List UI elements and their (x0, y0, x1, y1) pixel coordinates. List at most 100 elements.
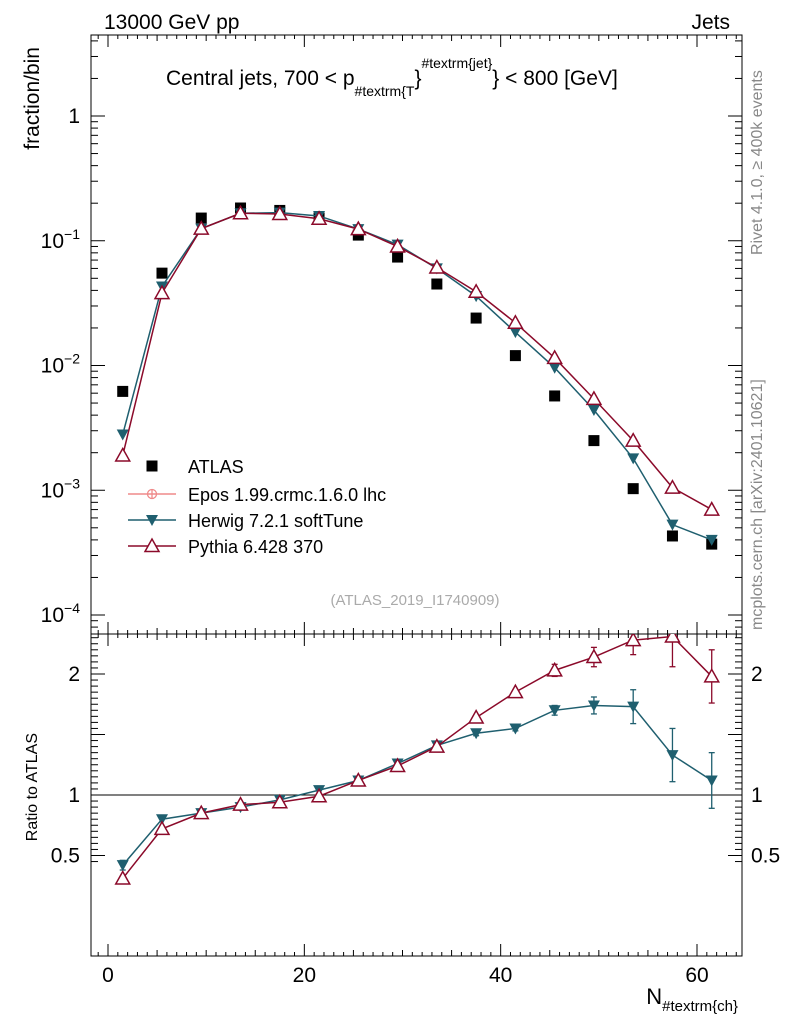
pythia-point (153, 284, 171, 300)
legend-herwig-marker (146, 515, 158, 526)
atlas-point (156, 267, 168, 279)
pythia-point (350, 220, 367, 236)
herwig-ratio-point (587, 700, 600, 712)
pythia-point (507, 314, 524, 330)
pythia-ratio-point (546, 661, 563, 677)
pythia-point (546, 349, 563, 365)
herwig-ratio-point (548, 705, 561, 717)
y-tick-label: 1 (68, 105, 80, 128)
pythia-point (271, 205, 289, 221)
analysis-watermark: (ATLAS_2019_I1740909) (330, 592, 499, 609)
header-energy-label: 13000 GeV pp (104, 11, 239, 34)
ratio-y-tick-label: 2 (68, 663, 80, 686)
mcplots-reference-label: mcplots.cern.ch [arXiv:2401.10621] (749, 379, 766, 630)
legend-pythia-label: Pythia 6.428 370 (188, 537, 323, 557)
y-tick-label: 10−1 (41, 226, 81, 253)
pythia-ratio-point (192, 804, 210, 820)
pythia-ratio-point (703, 667, 721, 683)
ratio-y-tick-label: 0.5 (51, 845, 80, 868)
atlas-point (195, 212, 207, 224)
x-tick-label: 20 (293, 964, 316, 987)
x-tick-label: 60 (685, 964, 708, 987)
pythia-ratio-point (232, 796, 249, 811)
ratio-y-tick-label-right: 2 (751, 663, 763, 686)
atlas-point (117, 385, 129, 397)
herwig-ratio-line (122, 704, 713, 866)
pythia-point (310, 210, 328, 226)
pythia-point (389, 237, 406, 253)
atlas-point (431, 278, 443, 290)
data-series (114, 202, 721, 885)
pythia-ratio-point (310, 787, 328, 803)
pythia-ratio-point (389, 757, 406, 773)
y-tick-label: 10−4 (41, 600, 81, 627)
pythia-point (664, 479, 681, 494)
herwig-point (509, 327, 522, 339)
atlas-point (470, 312, 482, 324)
atlas-point (588, 435, 600, 447)
rivet-version-label: Rivet 4.1.0, ≥ 400k events (749, 70, 766, 255)
pythia-point (624, 432, 642, 447)
pythia-point (428, 258, 446, 274)
herwig-point (548, 362, 561, 374)
pythia-ratio-line (122, 635, 713, 879)
pythia-ratio-point (664, 634, 681, 643)
atlas-point (509, 350, 521, 362)
axis-ticks (91, 35, 742, 956)
x-tick-label: 40 (489, 964, 512, 987)
atlas-point (666, 530, 678, 542)
ratio-y-tick-label-right: 1 (751, 784, 763, 807)
herwig-ratio-point (155, 814, 168, 826)
herwig-point (627, 453, 640, 465)
header-process-label: Jets (691, 11, 730, 34)
pythia-point (467, 283, 485, 299)
atlas-point (549, 390, 561, 402)
legend: ATLAS Epos 1.99.crmc.1.6.0 lhc Herwig 7.2.… (128, 457, 386, 557)
pythia-ratio-point (153, 820, 171, 836)
x-axis-title: N#textrm{ch} (646, 984, 738, 1015)
pythia-ratio-point (467, 709, 485, 724)
legend-herwig-label: Herwig 7.2.1 softTune (188, 511, 363, 531)
y-tick-label: 10−2 (41, 351, 81, 378)
legend-atlas-marker (146, 460, 158, 472)
pythia-line (121, 212, 713, 511)
herwig-point (587, 404, 600, 416)
pythia-ratio-point (271, 793, 289, 809)
pythia-point (585, 390, 603, 406)
legend-atlas-label: ATLAS (188, 457, 244, 477)
herwig-ratio-point (509, 723, 522, 735)
atlas-point (392, 251, 404, 263)
herwig-ratio-point (116, 860, 129, 872)
pythia-point (232, 204, 249, 220)
herwig-ratio-point (470, 728, 483, 740)
pythia-ratio-point (428, 738, 446, 753)
pythia-ratio-point (350, 771, 367, 787)
herwig-point (116, 429, 129, 441)
x-tick-label: 0 (102, 964, 114, 987)
ratio-panel-series (114, 634, 721, 885)
pythia-point (192, 220, 210, 235)
pythia-ratio-point (624, 634, 642, 647)
pythia-ratio-point (114, 869, 132, 885)
pythia-ratio-point (585, 648, 603, 664)
pythia-point (114, 446, 132, 462)
top-panel-series (114, 202, 721, 550)
ratio-y-tick-label-right: 0.5 (751, 845, 780, 868)
herwig-point (705, 534, 718, 546)
chart-title: Central jets, 700 < p#textrm{T}#textrm{j… (166, 55, 618, 99)
herwig-ratio-point (627, 701, 640, 713)
top-y-axis-title: fraction/bin (21, 47, 44, 150)
herwig-ratio-point (705, 775, 718, 787)
y-tick-label: 10−3 (41, 475, 81, 502)
ratio-y-tick-label: 1 (68, 784, 80, 807)
axis-tick-labels: 0 20 40 60 1 10−1 10−2 10−3 10−4 0.5 0.5 1 1 2 2 (41, 105, 781, 987)
pythia-ratio-point (507, 683, 524, 699)
legend-epos-label: Epos 1.99.crmc.1.6.0 lhc (188, 485, 386, 505)
atlas-point (627, 483, 639, 495)
pythia-point (703, 501, 721, 516)
herwig-ratio-point (666, 750, 679, 762)
bottom-y-axis-title: Ratio to ATLAS (24, 733, 41, 841)
legend-pythia-marker (143, 537, 161, 553)
herwig-point (666, 519, 679, 531)
